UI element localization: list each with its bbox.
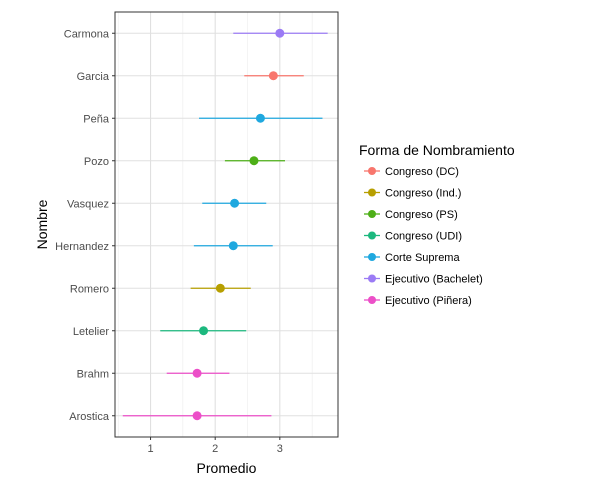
- point-Brahm: [192, 368, 202, 378]
- x-axis-title: Promedio: [197, 460, 257, 476]
- legend-key-point: [368, 253, 376, 261]
- point-Carmona: [275, 28, 285, 38]
- point-Garcia: [268, 71, 278, 81]
- y-tick-label: Brahm: [77, 368, 109, 380]
- point-Vasquez: [230, 198, 240, 208]
- x-axis: 1 2 3: [147, 437, 283, 455]
- point-Hernandez: [228, 241, 238, 251]
- y-tick-label: Letelier: [73, 326, 109, 338]
- point-Letelier: [199, 326, 209, 336]
- y-tick-label: Pozo: [84, 156, 109, 168]
- minor-gridlines: [117, 12, 313, 437]
- legend-key-point: [368, 231, 376, 240]
- legend: Forma de Nombramiento Congreso (DC)Congr…: [359, 142, 515, 307]
- legend-label: Congreso (PS): [385, 209, 458, 221]
- x-tick-label: 1: [147, 443, 153, 455]
- legend-title: Forma de Nombramiento: [359, 142, 515, 158]
- legend-key-point: [368, 274, 376, 283]
- y-tick-label: Romero: [70, 283, 109, 295]
- legend-label: Corte Suprema: [385, 252, 460, 264]
- chart-marks: [122, 28, 328, 421]
- panel-border: [114, 11, 339, 438]
- point-Peña: [255, 113, 265, 123]
- y-tick-label: Hernandez: [55, 241, 109, 253]
- legend-key-point: [368, 210, 376, 218]
- y-axis-title: Nombre: [34, 199, 50, 249]
- point-Arostica: [192, 411, 202, 421]
- legend-key-point: [368, 167, 376, 175]
- legend-key-point: [368, 188, 376, 197]
- x-tick-label: 2: [212, 443, 218, 455]
- point-Pozo: [249, 156, 259, 166]
- point-Romero: [215, 283, 225, 293]
- y-tick-label: Garcia: [77, 71, 110, 83]
- legend-label: Congreso (UDI): [385, 231, 462, 243]
- y-tick-label: Carmona: [64, 28, 110, 40]
- legend-label: Ejecutivo (Piñera): [385, 295, 472, 307]
- y-tick-label: Vasquez: [67, 198, 109, 210]
- legend-label: Congreso (DC): [385, 166, 459, 178]
- y-axis: Carmona Garcia Peña Pozo Vasquez Hernandez Rom…: [55, 28, 115, 423]
- y-tick-label: Peña: [83, 113, 110, 125]
- y-tick-label: Arostica: [69, 411, 110, 423]
- legend-key-point: [368, 296, 376, 304]
- legend-label: Congreso (Ind.): [385, 188, 461, 200]
- legend-label: Ejecutivo (Bachelet): [385, 274, 483, 286]
- legend-items: Congreso (DC) Congreso (Ind.) Congreso (PS…: [364, 166, 483, 307]
- x-tick-label: 3: [277, 443, 283, 455]
